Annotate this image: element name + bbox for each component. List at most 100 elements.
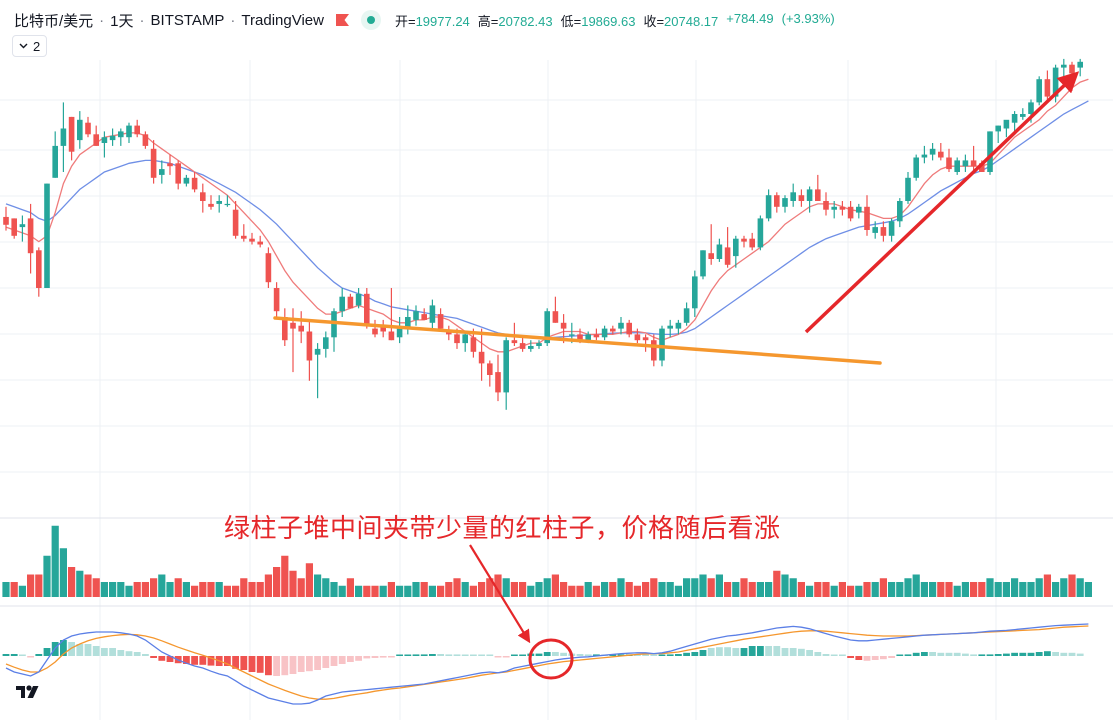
interval-label[interactable]: 1天: [110, 12, 134, 30]
candle-body: [126, 125, 132, 138]
close-value: 20748.17: [664, 13, 719, 29]
candle-body: [462, 334, 468, 344]
candle-body: [905, 177, 911, 201]
candle-body: [134, 125, 140, 135]
candle: [208, 195, 214, 210]
macd-histogram-bar: [420, 654, 428, 656]
volume-bar: [117, 582, 125, 597]
macd-signal-line: [5, 625, 1089, 700]
candle-body: [913, 157, 919, 178]
candle-body: [987, 131, 993, 172]
candle: [298, 311, 304, 344]
volume-bar: [494, 574, 502, 597]
candle: [364, 288, 370, 329]
candle: [380, 319, 386, 338]
macd-histogram-bar: [937, 652, 945, 656]
market-open-dot: [366, 16, 375, 24]
symbol-name[interactable]: 比特币/美元: [14, 12, 94, 30]
volume-bar: [387, 582, 395, 597]
macd-histogram-bar: [60, 640, 67, 656]
volume-bar: [502, 578, 510, 597]
candle-body: [446, 331, 452, 335]
candle-body: [1069, 64, 1075, 74]
candle: [372, 319, 378, 338]
macd-histogram-bar: [1027, 652, 1035, 656]
candle-body: [437, 314, 444, 329]
macd-histogram-bar: [281, 656, 289, 676]
macd-histogram-bar: [732, 648, 740, 656]
candle-body: [183, 177, 190, 184]
orange-trendline[interactable]: [273, 316, 882, 365]
macd-histogram-bar: [642, 654, 649, 656]
macd-histogram-bar: [757, 646, 764, 656]
macd-histogram-bar: [552, 652, 559, 656]
candle: [224, 195, 231, 207]
candle-body: [544, 311, 550, 344]
macd-histogram-bar: [76, 644, 84, 656]
volume-bar: [68, 567, 76, 597]
candle-body: [569, 334, 575, 336]
candle-body: [364, 293, 370, 326]
macd-histogram-bar: [921, 652, 928, 656]
candle: [552, 296, 559, 323]
candle: [109, 128, 116, 146]
macd-histogram-bar: [437, 654, 444, 656]
indicators-toggle-button[interactable]: 2: [12, 35, 48, 57]
candle-body: [11, 218, 17, 236]
volume-bar: [715, 574, 723, 597]
candle-body: [815, 189, 821, 201]
candle-body: [101, 137, 108, 143]
volume-bar: [133, 582, 141, 597]
candle-body: [396, 328, 403, 338]
candle-body: [290, 322, 296, 329]
macd-histogram-bar: [658, 654, 666, 656]
volume-bar: [35, 574, 43, 597]
candle-body: [159, 169, 165, 175]
candle-body: [995, 125, 1001, 132]
volume-bar: [109, 582, 117, 597]
candle: [314, 343, 321, 399]
macd-histogram-bar: [880, 656, 887, 660]
volume-bar: [822, 582, 830, 597]
volume-bar: [305, 563, 313, 597]
volume-bar: [592, 585, 600, 597]
volume-bar: [2, 582, 10, 597]
candle-body: [593, 334, 600, 338]
macd-histogram-bar: [404, 654, 412, 656]
candle: [167, 154, 173, 175]
volume-bar: [27, 574, 35, 597]
candle-body: [257, 241, 263, 245]
flag-icon[interactable]: [335, 14, 349, 26]
macd-histogram-bar: [19, 654, 26, 656]
candle-body: [692, 276, 698, 309]
candle: [880, 221, 887, 242]
macd-histogram-bar: [978, 654, 986, 656]
volume-bar: [543, 578, 551, 597]
macd-histogram-bar: [297, 656, 305, 672]
candle-body: [208, 203, 214, 207]
tradingview-logo-icon[interactable]: [14, 681, 44, 703]
candle: [150, 140, 157, 184]
candle-body: [970, 160, 977, 167]
volume-bar: [970, 582, 978, 597]
candle: [757, 215, 764, 251]
candle: [634, 328, 641, 344]
candle-body: [888, 221, 895, 236]
candle: [651, 334, 657, 367]
candle-body: [716, 244, 723, 259]
macd-histogram-bar: [822, 654, 830, 656]
macd-histogram-bar: [962, 653, 969, 656]
candle-body: [560, 322, 567, 329]
volume-bar: [683, 578, 691, 597]
volume-bar: [223, 585, 231, 597]
macd-histogram-bar: [199, 656, 207, 665]
candle: [36, 247, 42, 297]
volume-bar: [363, 585, 371, 597]
macd-histogram-bar: [814, 652, 822, 656]
candle-body: [216, 201, 222, 204]
macd-histogram-bar: [248, 656, 256, 672]
candle-body: [85, 122, 91, 135]
candle-body: [1036, 79, 1042, 103]
